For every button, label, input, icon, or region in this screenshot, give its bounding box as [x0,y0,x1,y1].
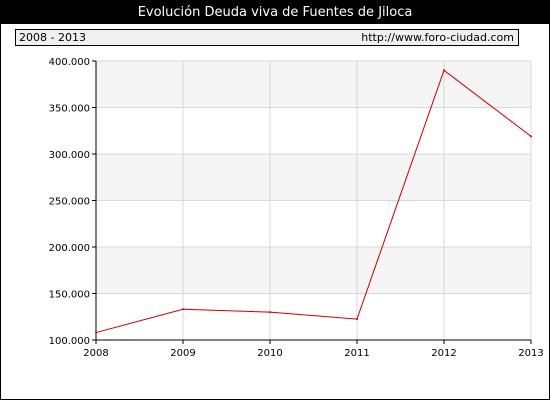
data-point [95,331,97,334]
y-tick-label: 400.000 [49,57,90,68]
y-tick-label: 100.000 [49,336,90,347]
x-tick-label: 2011 [344,348,369,359]
y-axis-ticks: 100.000 150.000 200.000 250.000 300.000 350.0… [49,57,96,347]
series-layer [95,69,532,334]
period-label: 2008 - 2013 [19,31,86,44]
y-tick-label: 300.000 [49,150,90,161]
y-tick-label: 350.000 [49,104,90,115]
chart-title: Evolución Deuda viva de Fuentes de Jiloc… [1,1,549,24]
series-line [95,69,532,334]
x-axis-ticks: 2008 2009 2010 2011 2012 2013 [83,340,544,359]
x-tick-label: 2010 [257,348,282,359]
data-point [530,135,532,138]
x-tick-label: 2008 [83,348,108,359]
x-tick-label: 2009 [170,348,195,359]
data-point [269,311,271,314]
y-tick-label: 200.000 [49,243,90,254]
plot-bands [96,61,531,294]
x-tick-label: 2012 [431,348,456,359]
data-point [443,69,445,72]
info-bar: 2008 - 2013 http://www.foro-ciudad.com [15,29,519,46]
plot-band [96,154,531,201]
x-tick-label: 2013 [518,348,543,359]
data-point [182,308,184,311]
plot-band [96,247,531,294]
source-link[interactable]: http://www.foro-ciudad.com [361,31,514,44]
y-tick-label: 250.000 [49,197,90,208]
plot-band [96,61,531,108]
data-point [356,318,358,321]
y-tick-label: 150.000 [49,290,90,301]
